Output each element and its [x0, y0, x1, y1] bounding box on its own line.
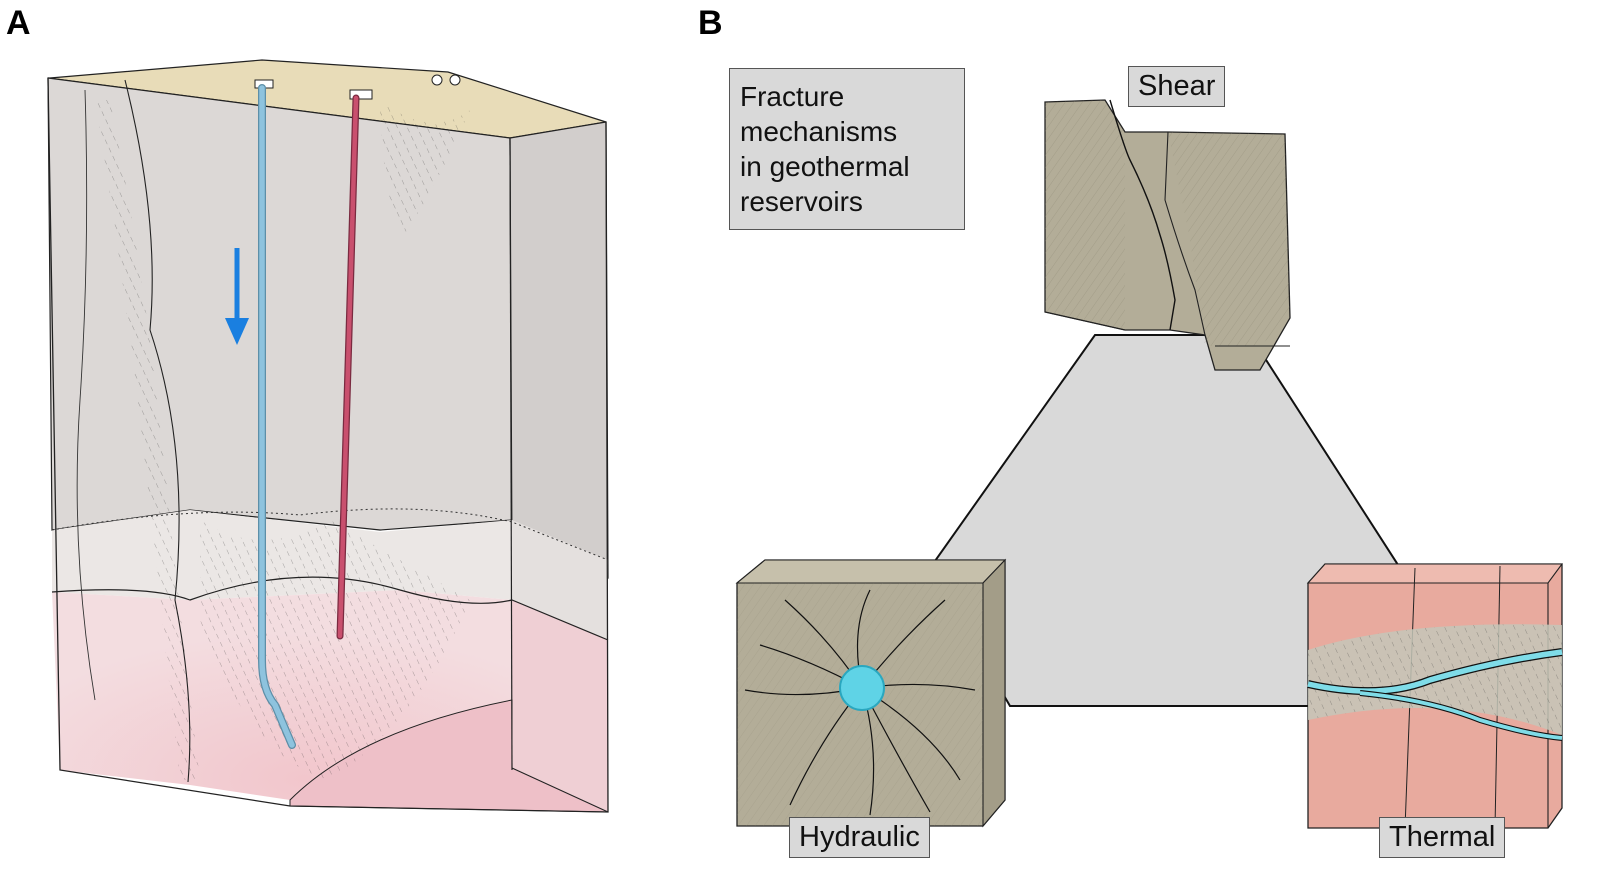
lower-layer-side	[512, 600, 608, 812]
title-line: reservoirs	[740, 186, 863, 217]
side-face	[509, 121, 609, 579]
fracture-zone-right	[380, 100, 470, 240]
wellhead	[449, 74, 461, 86]
fracture-zone-left	[95, 100, 200, 780]
reservoir-block-illustration	[47, 59, 609, 813]
diagram-title: Fracture mechanisms in geothermal reserv…	[729, 68, 965, 230]
thermal-block	[1306, 563, 1564, 829]
shear-block	[1044, 99, 1291, 371]
production-well-fill	[337, 95, 359, 639]
title-line: mechanisms	[740, 116, 898, 147]
crack-line	[76, 89, 96, 701]
block-outline	[47, 77, 609, 813]
wellhead	[431, 74, 443, 86]
injection-well-fill	[259, 85, 295, 748]
shear-fault-line	[1109, 99, 1176, 331]
panel-label-a: A	[6, 4, 31, 42]
hydraulic-block	[735, 558, 1007, 828]
arrow-down-icon	[225, 248, 249, 345]
title-line: in geothermal	[740, 151, 910, 182]
front-side-edge	[509, 137, 513, 771]
hydraulic-label: Hydraulic	[789, 817, 930, 858]
fracture-zone-center	[200, 520, 470, 780]
thermal-label: Thermal	[1379, 817, 1506, 858]
crack-line	[124, 79, 191, 783]
shear-label: Shear	[1128, 66, 1226, 107]
layer-boundary-dotted	[51, 508, 609, 561]
fluid-pressure-core	[839, 665, 885, 711]
wellhead	[349, 89, 373, 100]
title-line: Fracture	[740, 81, 845, 112]
panel-label-b: B	[698, 4, 723, 42]
